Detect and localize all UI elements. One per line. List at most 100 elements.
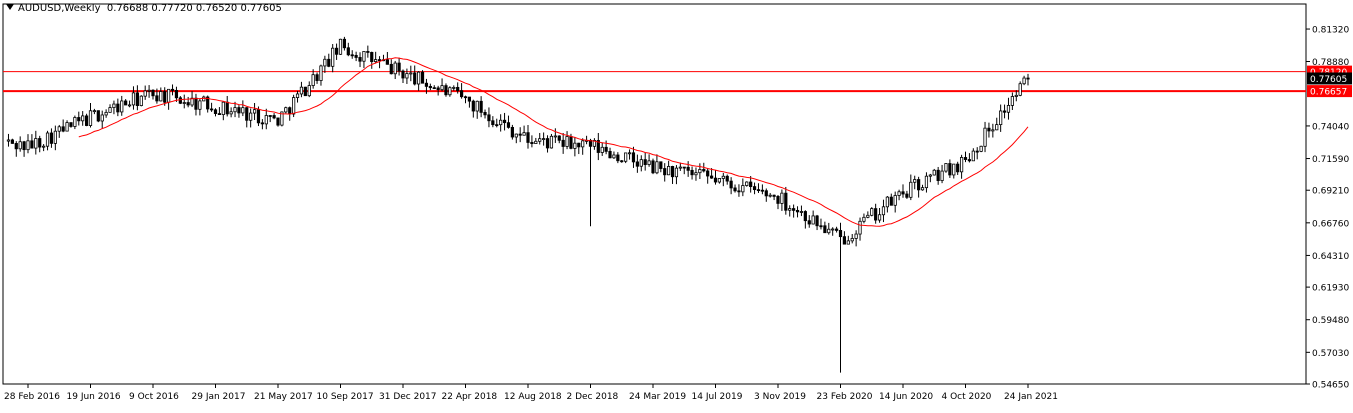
- candle-body: [831, 228, 835, 231]
- candle-body: [459, 90, 464, 98]
- candle-body: [499, 119, 503, 126]
- time-tick-label: 24 Jan 2021: [1004, 392, 1058, 402]
- candle-body: [112, 103, 116, 108]
- candle-body: [702, 169, 706, 172]
- candle-body: [475, 100, 479, 112]
- candle-body: [444, 85, 448, 96]
- candle-body: [991, 129, 995, 132]
- candle-body: [159, 91, 163, 102]
- candle-body: [264, 115, 268, 125]
- candle-body: [358, 57, 362, 62]
- candle-body: [756, 189, 761, 192]
- candle-body: [393, 62, 397, 75]
- candle-body: [1010, 96, 1014, 106]
- candle-body: [209, 108, 214, 111]
- candle-body: [342, 38, 347, 49]
- price-tick-label: 0.69210: [1312, 187, 1349, 197]
- candle-body: [811, 215, 815, 225]
- candle-body: [323, 58, 327, 67]
- candle-body: [77, 117, 81, 122]
- candle-body: [413, 72, 417, 85]
- candle-body: [729, 180, 733, 189]
- price-tick-label: 0.54650: [1312, 381, 1349, 391]
- candle-body: [612, 154, 616, 159]
- candle-body: [362, 51, 366, 62]
- candle-body: [428, 85, 432, 89]
- candle-body: [846, 240, 850, 245]
- candle-body: [139, 95, 143, 106]
- candle-body: [143, 90, 147, 97]
- time-tick-label: 19 Jun 2016: [67, 392, 121, 402]
- chart-header: AUDUSD,Weekly 0.76688 0.77720 0.76520 0.…: [6, 3, 282, 14]
- candle-body: [768, 194, 772, 197]
- price-tick-label: 0.78880: [1312, 58, 1349, 68]
- candle-body: [733, 187, 737, 192]
- candle-body: [827, 228, 831, 234]
- candle-body: [581, 140, 585, 148]
- candle-body: [795, 209, 800, 213]
- candle-body: [1026, 77, 1030, 80]
- candle-body: [592, 140, 597, 147]
- candle-body: [959, 157, 964, 173]
- candle-body: [709, 175, 714, 179]
- candle-body: [237, 107, 241, 114]
- candle-body: [967, 159, 972, 162]
- candle-body: [530, 142, 534, 144]
- plot-frame: [2, 3, 1307, 385]
- price-tick-label: 0.64310: [1312, 252, 1349, 262]
- candle-body: [502, 119, 507, 124]
- candle-body: [616, 154, 620, 162]
- candle-body: [963, 157, 968, 160]
- candle-body: [170, 88, 175, 91]
- chart-ohlc-readout: 0.76688 0.77720 0.76520 0.77605: [106, 3, 282, 14]
- level-price-label: 0.76657: [1310, 88, 1347, 98]
- candle-body: [245, 107, 249, 121]
- candle-body: [151, 89, 155, 97]
- candle-body: [842, 236, 847, 245]
- candle-body: [385, 59, 389, 65]
- candle-body: [569, 136, 573, 149]
- candle-body: [862, 216, 866, 222]
- candle-body: [780, 192, 784, 204]
- candle-body: [643, 159, 647, 165]
- candle-body: [741, 185, 745, 193]
- candle-body: [866, 214, 870, 218]
- candle-body: [682, 166, 686, 169]
- candle-body: [975, 150, 979, 153]
- candle-body: [940, 170, 944, 181]
- candle-body: [194, 97, 198, 110]
- candle-body: [510, 126, 514, 138]
- price-tick-label: 0.66760: [1312, 219, 1349, 229]
- collapse-triangle-icon[interactable]: [6, 4, 14, 10]
- candle-body: [483, 111, 487, 116]
- time-tick-label: 2 Dec 2018: [567, 392, 619, 402]
- candle-body: [206, 96, 210, 110]
- time-tick-label: 21 May 2017: [254, 392, 313, 402]
- time-tick-label: 3 Nov 2019: [754, 392, 806, 402]
- candle-body: [401, 70, 405, 79]
- candle-body: [624, 152, 628, 162]
- candle-body: [127, 104, 132, 107]
- candle-body: [366, 51, 370, 53]
- candle-body: [885, 196, 889, 208]
- candle-body: [655, 161, 659, 174]
- candle-body: [487, 114, 491, 122]
- candle-body: [1022, 77, 1026, 85]
- candle-body: [792, 208, 796, 211]
- candle-body: [311, 74, 315, 86]
- price-tick-label: 0.61930: [1312, 284, 1349, 294]
- candle-body: [370, 52, 374, 63]
- candle-body: [88, 110, 93, 126]
- candle-body: [61, 126, 65, 132]
- candle-body: [877, 214, 882, 221]
- candle-body: [34, 138, 38, 149]
- candle-body: [526, 132, 530, 143]
- candle-body: [26, 140, 30, 151]
- candle-body: [854, 233, 858, 239]
- candle-body: [92, 110, 97, 113]
- candle-body: [670, 166, 675, 178]
- candle-body: [1018, 83, 1022, 96]
- candle-body: [850, 238, 854, 242]
- candle-body: [948, 163, 952, 176]
